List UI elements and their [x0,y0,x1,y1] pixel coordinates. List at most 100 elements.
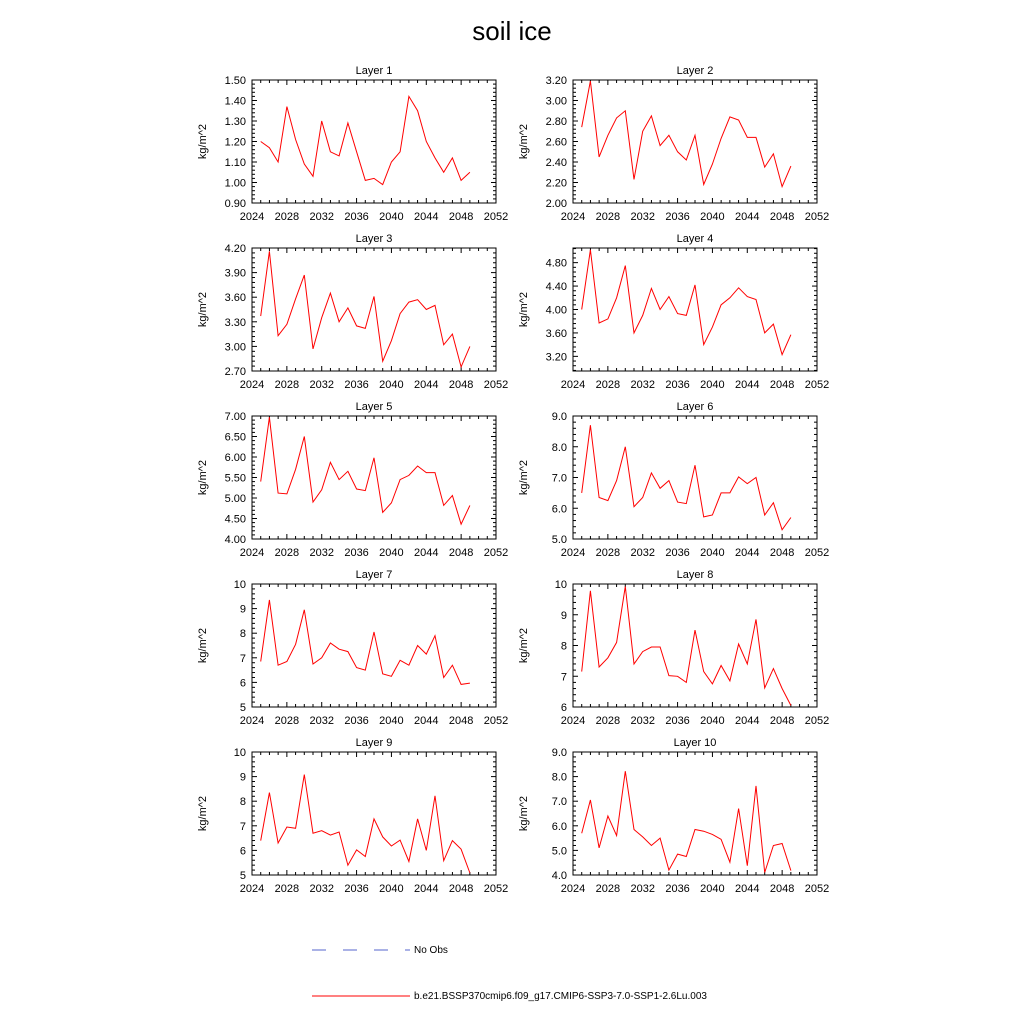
series-line [581,249,792,357]
series-line [581,586,792,706]
y-tick-label: 3.20 [546,351,567,363]
y-tick-label: 2.60 [546,137,567,149]
x-tick-label: 2044 [414,211,438,223]
x-tick-label: 2032 [630,715,654,727]
x-tick-label: 2024 [240,883,264,895]
x-tick-label: 2048 [770,211,794,223]
x-tick-label: 2036 [665,715,689,727]
chart-title: Layer 6 [677,401,714,413]
x-tick-label: 2044 [735,379,759,391]
y-tick-label: 1.30 [225,116,246,128]
y-tick-label: 6.00 [225,452,246,464]
y-axis-label: kg/m^2 [518,796,530,831]
y-tick-label: 5.00 [225,493,246,505]
y-tick-label: 4.0 [552,870,567,882]
y-tick-label: 7.0 [552,473,567,485]
x-tick-label: 2024 [561,379,585,391]
y-tick-label: 10 [234,579,246,591]
x-tick-label: 2036 [665,547,689,559]
y-axis-label: kg/m^2 [518,292,530,327]
y-tick-label: 3.60 [546,328,567,340]
x-tick-label: 2024 [561,211,585,223]
plot-frame [251,79,497,204]
y-axis-label: kg/m^2 [518,124,530,159]
y-tick-label: 5.0 [552,845,567,857]
y-tick-label: 3.00 [225,341,246,353]
y-tick-label: 6.50 [225,432,246,444]
x-tick-label: 2048 [770,715,794,727]
x-tick-label: 2036 [344,715,368,727]
x-tick-label: 2028 [596,547,620,559]
x-tick-label: 2044 [735,715,759,727]
y-tick-label: 2.40 [546,157,567,169]
y-tick-label: 8.0 [552,442,567,454]
x-tick-label: 2044 [414,883,438,895]
series-line [581,771,792,873]
y-axis-label: kg/m^2 [518,460,530,495]
x-tick-label: 2040 [700,715,724,727]
x-tick-label: 2044 [735,883,759,895]
y-tick-label: 3.90 [225,268,246,280]
y-tick-label: 2.00 [546,198,567,210]
chart-title: Layer 3 [356,233,393,245]
y-tick-label: 4.50 [225,514,246,526]
plot-frame [572,583,818,708]
y-axis-label: kg/m^2 [197,292,209,327]
legend: No Obs b.e21.BSSP370cmip6.f09_g17.CMIP6-S… [312,945,707,1002]
y-tick-label: 7 [240,653,246,665]
x-tick-label: 2028 [596,883,620,895]
x-tick-label: 2036 [344,211,368,223]
plot-frame [572,751,818,876]
y-tick-label: 9 [240,604,246,616]
legend-model-label: b.e21.BSSP370cmip6.f09_g17.CMIP6-SSP3-7.… [414,991,707,1002]
x-tick-label: 2040 [379,715,403,727]
x-tick-label: 2048 [449,379,473,391]
chart-title: Layer 2 [677,65,714,77]
x-tick-label: 2028 [275,547,299,559]
y-tick-label: 9.0 [552,411,567,423]
y-tick-label: 8 [240,628,246,640]
y-tick-label: 2.20 [546,178,567,190]
y-axis-label: kg/m^2 [197,796,209,831]
x-tick-label: 2044 [414,715,438,727]
y-tick-label: 3.00 [546,96,567,108]
x-tick-label: 2024 [561,883,585,895]
chart-panel-6: Layer 6 2024 2028 2032 2036 2040 2044 2048 2052 5… [518,401,829,559]
y-tick-label: 1.50 [225,75,246,87]
x-tick-label: 2040 [700,883,724,895]
plot-frame [251,751,497,876]
x-tick-label: 2028 [596,379,620,391]
x-tick-label: 2032 [309,715,333,727]
y-tick-label: 5 [240,870,246,882]
x-tick-label: 2048 [770,547,794,559]
y-tick-label: 3.20 [546,75,567,87]
y-tick-label: 1.20 [225,137,246,149]
x-tick-label: 2040 [700,379,724,391]
y-tick-label: 9 [561,610,567,622]
chart-title: Layer 5 [356,401,393,413]
chart-title: Layer 10 [674,737,717,749]
plot-frame [572,247,818,372]
x-tick-label: 2044 [735,547,759,559]
x-tick-label: 2036 [344,379,368,391]
x-tick-label: 2040 [700,547,724,559]
y-tick-label: 8.0 [552,772,567,784]
x-tick-label: 2024 [561,547,585,559]
y-tick-label: 6 [240,845,246,857]
y-axis-label: kg/m^2 [197,628,209,663]
y-tick-label: 8 [561,641,567,653]
x-tick-label: 2024 [240,211,264,223]
y-tick-label: 5 [240,702,246,714]
x-tick-label: 2032 [309,211,333,223]
chart-panel-5: Layer 5 2024 2028 2032 2036 2040 2044 2048 2052 4… [197,401,508,559]
page-title: soil ice [472,16,552,46]
x-tick-label: 2052 [805,211,829,223]
x-tick-label: 2052 [484,715,508,727]
y-tick-label: 7.0 [552,796,567,808]
x-tick-label: 2024 [561,715,585,727]
x-tick-label: 2040 [379,379,403,391]
x-tick-label: 2028 [275,883,299,895]
x-tick-label: 2048 [449,211,473,223]
x-tick-label: 2032 [309,379,333,391]
chart-title: Layer 8 [677,569,714,581]
